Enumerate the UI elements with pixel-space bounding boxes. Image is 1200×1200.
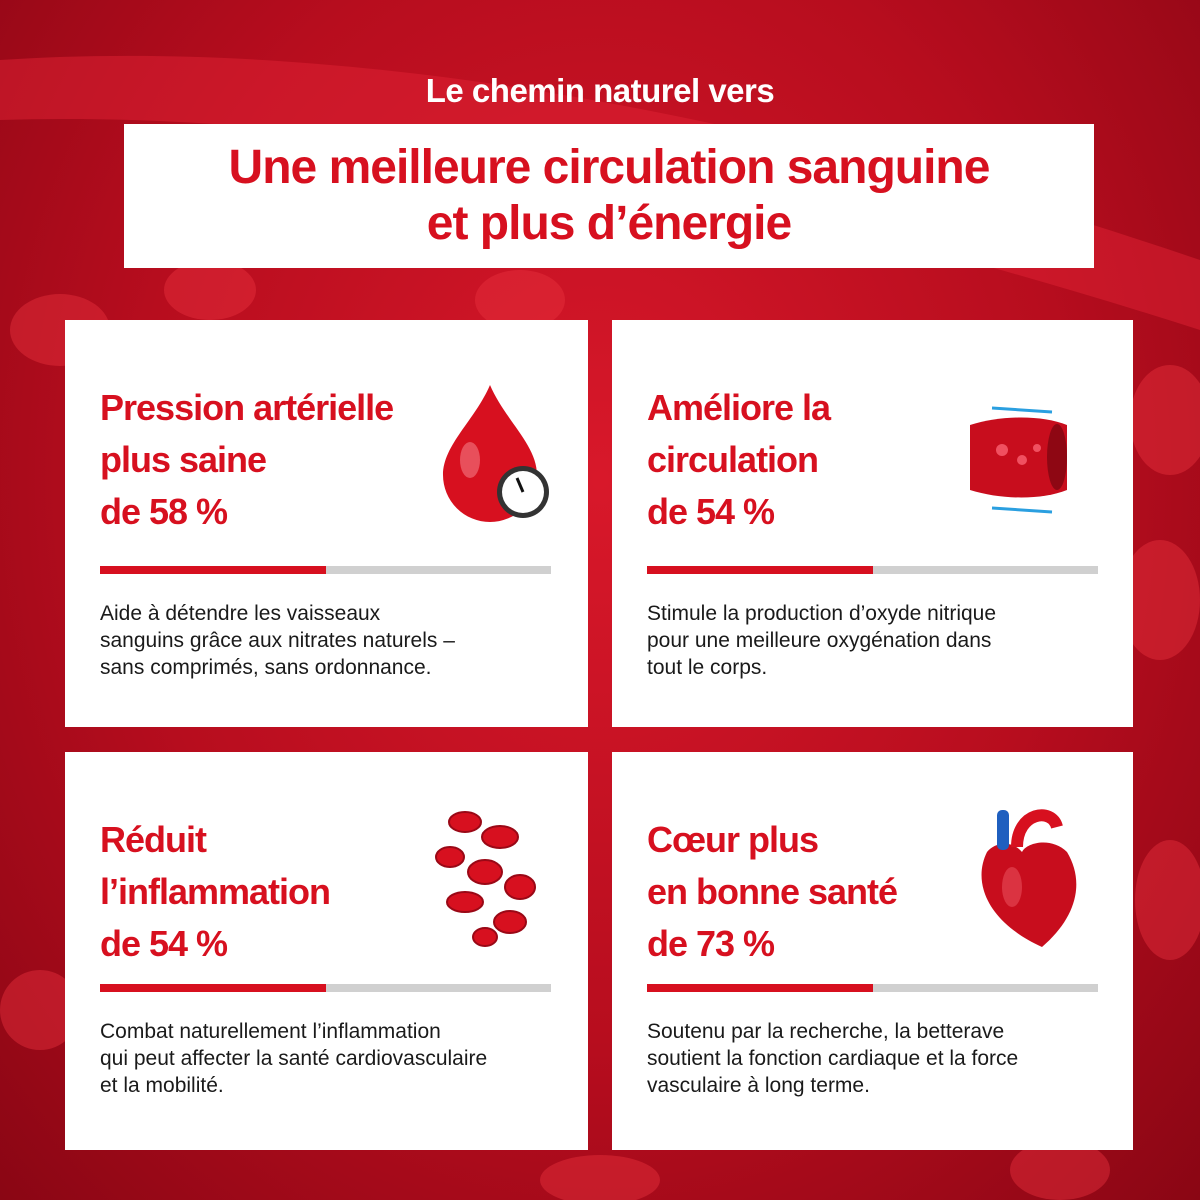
body-line: Stimule la production d’oxyde nitrique	[647, 602, 997, 625]
header-box: Une meilleure circulation sanguine et pl…	[124, 124, 1094, 268]
title-line: Pression artérielle	[100, 387, 394, 428]
progress-bar	[100, 984, 551, 992]
heart-icon	[981, 809, 1077, 947]
title-line: l’inflammation	[100, 871, 331, 912]
body-line: pour une meilleure oxygénation dans	[647, 629, 992, 652]
cells-decor	[0, 260, 1200, 1200]
card: Pression artérielle plus saine de 58 % A…	[65, 320, 588, 727]
progress-fill	[100, 984, 326, 992]
body-line: Combat naturellement l’inflammation	[100, 1020, 441, 1043]
card-title: Réduit l’inflammation de 54 %	[100, 814, 331, 970]
vessel-icon	[970, 406, 1067, 514]
body-line: Aide à détendre les vaisseaux	[100, 602, 381, 625]
title-line: circulation	[647, 439, 819, 480]
card-body: Combat naturellement l’inflammation qui …	[100, 1018, 487, 1099]
body-line: Soutenu par la recherche, la betterave	[647, 1020, 1005, 1043]
title-line: de 54 %	[100, 923, 228, 964]
title-line: plus saine	[100, 439, 267, 480]
title-line: Améliore la	[647, 387, 831, 428]
cells-icon	[435, 811, 536, 947]
card-title: Pression artérielle plus saine de 58 %	[100, 382, 394, 538]
title-line: en bonne santé	[647, 871, 898, 912]
card-title: Améliore la circulation de 54 %	[647, 382, 831, 538]
body-line: tout le corps.	[647, 656, 768, 679]
card-body: Soutenu par la recherche, la betterave s…	[647, 1018, 1018, 1099]
progress-bar	[647, 566, 1098, 574]
body-line: qui peut affecter la santé cardiovascula…	[100, 1047, 488, 1070]
body-line: soutient la fonction cardiaque et la for…	[647, 1047, 1019, 1070]
title-line: Réduit	[100, 819, 207, 860]
title-line: de 54 %	[647, 491, 775, 532]
body-line: sanguins grâce aux nitrates naturels –	[100, 629, 455, 652]
card: Réduit l’inflammation de 54 % Combat nat…	[65, 752, 588, 1150]
progress-bar	[647, 984, 1098, 992]
title-line: de 73 %	[647, 923, 775, 964]
card: Améliore la circulation de 54 % Stimule …	[612, 320, 1133, 727]
title-line: de 58 %	[100, 491, 228, 532]
title-line: Cœur plus	[647, 819, 819, 860]
progress-fill	[647, 566, 873, 574]
card-body: Aide à détendre les vaisseaux sanguins g…	[100, 600, 455, 681]
header-title: Une meilleure circulation sanguine	[228, 141, 991, 194]
body-line: et la mobilité.	[100, 1074, 224, 1097]
progress-fill	[647, 984, 873, 992]
drop-icon	[443, 385, 549, 522]
header-title: et plus d’énergie	[426, 197, 792, 250]
card-title: Cœur plus en bonne santé de 73 %	[647, 814, 898, 970]
progress-fill	[100, 566, 326, 574]
body-line: sans comprimés, sans ordonnance.	[100, 656, 432, 679]
body-line: vasculaire à long terme.	[647, 1074, 870, 1097]
card: Cœur plus en bonne santé de 73 % Soutenu…	[612, 752, 1133, 1150]
progress-bar	[100, 566, 551, 574]
kicker: Le chemin naturel vers	[425, 72, 775, 109]
card-body: Stimule la production d’oxyde nitrique p…	[647, 600, 996, 681]
